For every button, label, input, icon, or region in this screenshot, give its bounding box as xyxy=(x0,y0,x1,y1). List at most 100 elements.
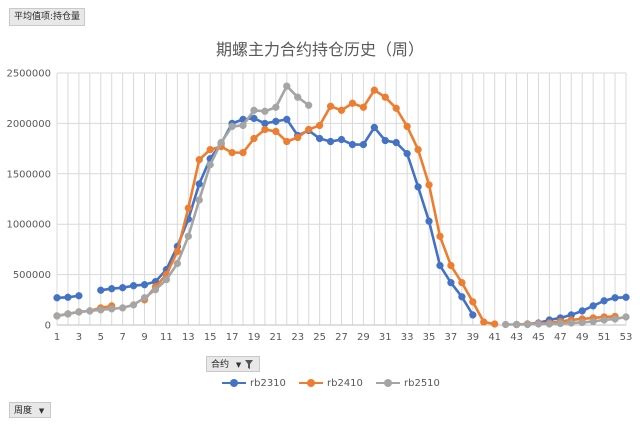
data-point-rb2410 xyxy=(228,148,236,157)
data-point-rb2310 xyxy=(611,294,619,302)
data-point-rb2410 xyxy=(425,181,433,189)
x-tick-label: 3 xyxy=(76,332,82,343)
x-tick-label: 33 xyxy=(401,332,414,343)
data-point-rb2510 xyxy=(534,320,543,328)
data-point-rb2410 xyxy=(250,134,258,143)
data-point-rb2510 xyxy=(97,306,105,314)
category-field-button[interactable]: 周度 ▼ xyxy=(9,402,51,418)
data-point-rb2310 xyxy=(392,138,400,147)
x-tick-label: 21 xyxy=(269,332,282,343)
data-point-rb2310 xyxy=(337,135,346,144)
y-tick-label: 0 xyxy=(45,321,51,332)
data-point-rb2310 xyxy=(370,123,378,132)
data-point-rb2310 xyxy=(326,137,335,146)
x-tick-label: 19 xyxy=(248,332,261,343)
y-tick-label: 1500000 xyxy=(6,169,51,180)
data-point-rb2510 xyxy=(239,121,247,130)
data-point-rb2410 xyxy=(491,320,499,328)
x-tick-label: 49 xyxy=(576,332,589,343)
data-point-rb2310 xyxy=(359,140,368,149)
x-tick-label: 45 xyxy=(532,332,545,343)
data-point-rb2310 xyxy=(250,114,258,123)
data-point-rb2510 xyxy=(108,305,116,313)
data-point-rb2410 xyxy=(469,298,477,306)
y-tick-label: 2500000 xyxy=(6,69,51,80)
data-point-rb2510 xyxy=(53,312,61,320)
data-point-rb2510 xyxy=(556,319,564,328)
legend-swatch xyxy=(222,378,246,388)
data-point-rb2510 xyxy=(523,320,532,329)
data-point-rb2310 xyxy=(425,217,433,225)
data-point-rb2510 xyxy=(512,320,521,329)
data-point-rb2310 xyxy=(108,285,116,293)
data-point-rb2510 xyxy=(217,138,225,147)
x-tick-label: 41 xyxy=(488,332,501,343)
legend-swatch xyxy=(299,378,323,388)
data-point-rb2510 xyxy=(600,316,608,324)
value-field-button[interactable]: 平均值项:持仓量 xyxy=(9,8,86,26)
data-point-rb2510 xyxy=(173,259,182,268)
data-point-rb2310 xyxy=(119,284,127,292)
data-point-rb2310 xyxy=(348,140,357,149)
x-tick-label: 11 xyxy=(160,332,173,343)
data-point-rb2510 xyxy=(622,313,630,321)
data-point-rb2410 xyxy=(403,122,411,131)
data-point-rb2410 xyxy=(381,93,389,101)
data-point-rb2410 xyxy=(195,156,203,164)
x-tick-label: 27 xyxy=(335,332,348,343)
data-point-rb2510 xyxy=(283,82,291,90)
data-point-rb2410 xyxy=(239,148,247,157)
data-point-rb2410 xyxy=(294,133,302,142)
series-field-label: 合约 xyxy=(211,360,230,370)
data-point-rb2510 xyxy=(64,310,72,318)
filter-icon xyxy=(245,360,254,369)
data-point-rb2410 xyxy=(283,137,291,146)
data-point-rb2310 xyxy=(622,293,630,301)
data-point-rb2410 xyxy=(370,86,378,94)
data-point-rb2410 xyxy=(173,247,182,256)
data-point-rb2510 xyxy=(250,106,258,114)
data-point-rb2310 xyxy=(53,294,61,302)
data-point-rb2510 xyxy=(578,318,586,327)
data-point-rb2310 xyxy=(315,134,324,143)
x-tick-label: 43 xyxy=(510,332,523,343)
chart-title: 期螺主力合约持仓历史（周） xyxy=(215,40,424,59)
data-point-rb2510 xyxy=(545,320,554,328)
x-tick-label: 31 xyxy=(379,332,392,343)
data-point-rb2510 xyxy=(611,315,619,323)
data-point-rb2510 xyxy=(151,286,160,294)
data-point-rb2310 xyxy=(129,282,138,290)
data-point-rb2310 xyxy=(75,292,83,300)
data-point-rb2410 xyxy=(184,204,192,212)
data-point-rb2410 xyxy=(348,99,357,107)
x-tick-label: 9 xyxy=(141,332,147,343)
chevron-down-icon: ▼ xyxy=(235,361,242,369)
data-point-rb2310 xyxy=(436,261,444,270)
data-point-rb2410 xyxy=(206,145,214,154)
category-field-label: 周度 xyxy=(14,406,33,416)
x-tick-label: 29 xyxy=(357,332,370,343)
data-point-rb2310 xyxy=(458,293,466,301)
data-point-rb2510 xyxy=(140,294,149,302)
data-point-rb2410 xyxy=(326,102,335,110)
data-point-rb2310 xyxy=(283,115,291,124)
data-point-rb2410 xyxy=(337,106,346,114)
data-point-rb2310 xyxy=(140,281,149,289)
data-point-rb2410 xyxy=(414,145,422,154)
series-field-button[interactable]: 合约 ▼ xyxy=(206,356,260,372)
x-tick-label: 37 xyxy=(445,332,458,343)
data-point-rb2510 xyxy=(162,275,171,284)
data-point-rb2310 xyxy=(414,183,422,191)
x-tick-label: 7 xyxy=(119,332,125,343)
data-point-rb2510 xyxy=(119,304,127,312)
data-point-rb2510 xyxy=(567,319,575,327)
chart-legend: rb2310 rb2410 rb2510 xyxy=(0,375,640,391)
legend-label: rb2510 xyxy=(404,377,440,389)
data-point-rb2510 xyxy=(228,122,236,131)
value-field-label: 平均值项:持仓量 xyxy=(14,12,81,22)
x-tick-label: 25 xyxy=(313,332,326,343)
x-tick-label: 47 xyxy=(554,332,567,343)
y-tick-label: 2000000 xyxy=(6,119,51,130)
